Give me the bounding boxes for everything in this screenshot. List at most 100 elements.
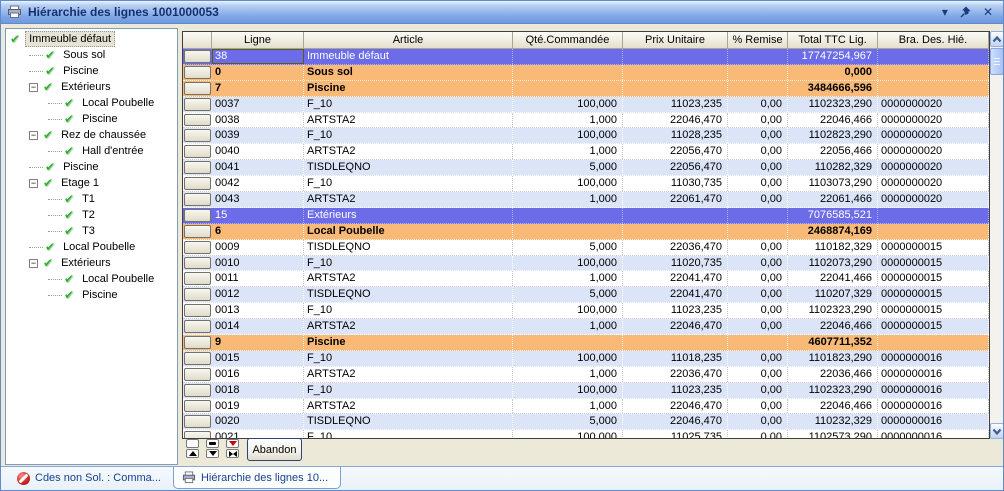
cell-qte[interactable]: 100,000 xyxy=(513,255,623,271)
column-header-total[interactable]: Total TTC Lig. xyxy=(788,32,878,49)
cell-qte[interactable]: 100,000 xyxy=(513,350,623,366)
cell-ligne[interactable]: 0021 xyxy=(212,430,304,438)
cell-qte[interactable]: 100,000 xyxy=(513,303,623,319)
cell-prix[interactable] xyxy=(623,64,728,80)
cell-article[interactable]: TISDLEQNO xyxy=(304,239,513,255)
cell-total[interactable]: 1102323,290 xyxy=(788,303,878,319)
cell-article[interactable]: F_10 xyxy=(304,128,513,144)
row-selector-button[interactable] xyxy=(183,414,212,429)
cell-qte[interactable]: 1,000 xyxy=(513,366,623,382)
row-selector-button[interactable] xyxy=(183,49,212,64)
cell-article[interactable]: F_10 xyxy=(304,430,513,438)
chevron-down-icon[interactable]: ▾ xyxy=(941,5,948,19)
row-selector-button[interactable] xyxy=(183,144,212,159)
cell-qte[interactable] xyxy=(513,223,623,239)
collapse-expander-icon[interactable]: − xyxy=(29,129,38,140)
cell-total[interactable]: 3484666,596 xyxy=(788,80,878,96)
cell-qte[interactable]: 1,000 xyxy=(513,271,623,287)
cell-bra[interactable]: 0000000020 xyxy=(878,176,989,192)
cell-bra[interactable]: 0000000016 xyxy=(878,398,989,414)
cell-qte[interactable]: 100,000 xyxy=(513,96,623,112)
tree-item-etage-1[interactable]: − ✔ Etage 1 xyxy=(6,175,177,191)
column-header-remise[interactable]: % Remise xyxy=(728,32,788,49)
nav-button-up[interactable] xyxy=(186,449,199,458)
column-header-prix[interactable]: Prix Unitaire xyxy=(623,32,728,49)
nav-button-red-down[interactable] xyxy=(226,439,239,448)
row-selector-button[interactable] xyxy=(183,430,212,438)
column-header-bra[interactable]: Bra. Des. Hié. xyxy=(878,32,989,49)
cell-ligne[interactable]: 0019 xyxy=(212,398,304,414)
cell-ligne[interactable]: 0011 xyxy=(212,271,304,287)
cell-qte[interactable]: 100,000 xyxy=(513,176,623,192)
cell-remise[interactable]: 0,00 xyxy=(728,271,788,287)
row-selector-button[interactable] xyxy=(183,383,212,398)
cell-remise[interactable]: 0,00 xyxy=(728,144,788,160)
cell-total[interactable]: 7076585,521 xyxy=(788,207,878,223)
cell-article[interactable]: TISDLEQNO xyxy=(304,287,513,303)
cell-bra[interactable] xyxy=(878,80,989,96)
tree-item-immeuble-d-faut[interactable]: ✔ Immeuble défaut xyxy=(6,31,177,47)
cell-prix[interactable]: 11030,735 xyxy=(623,176,728,192)
row-selector-button[interactable] xyxy=(183,240,212,255)
row-selector-button[interactable] xyxy=(183,97,212,112)
cell-total[interactable]: 110282,329 xyxy=(788,160,878,176)
nav-button-blank[interactable] xyxy=(186,439,199,448)
abandon-button[interactable]: Abandon xyxy=(247,438,302,461)
cell-bra[interactable]: 0000000015 xyxy=(878,239,989,255)
scroll-up-button[interactable] xyxy=(990,31,1003,47)
close-icon[interactable]: ✕ xyxy=(982,5,993,19)
cell-bra[interactable]: 0000000020 xyxy=(878,96,989,112)
cell-article[interactable]: TISDLEQNO xyxy=(304,160,513,176)
cell-bra[interactable]: 0000000020 xyxy=(878,192,989,207)
cell-remise[interactable]: 0,00 xyxy=(728,128,788,144)
cell-bra[interactable]: 0000000020 xyxy=(878,144,989,160)
cell-qte[interactable]: 1,000 xyxy=(513,398,623,414)
cell-article[interactable]: ARTSTA2 xyxy=(304,366,513,382)
cell-article[interactable]: F_10 xyxy=(304,303,513,319)
tree-item-local-poubelle[interactable]: ✔ Local Poubelle xyxy=(6,271,177,287)
row-selector-button[interactable] xyxy=(183,319,212,334)
cell-remise[interactable]: 0,00 xyxy=(728,366,788,382)
cell-qte[interactable] xyxy=(513,335,623,350)
tab-hierarchie-des-lignes[interactable]: Hiérarchie des lignes 10... xyxy=(172,467,342,489)
cell-prix[interactable]: 11028,235 xyxy=(623,128,728,144)
cell-remise[interactable]: 0,00 xyxy=(728,192,788,207)
pin-icon[interactable] xyxy=(960,6,971,18)
cell-bra[interactable]: 0000000015 xyxy=(878,271,989,287)
cell-article[interactable]: Sous sol xyxy=(304,64,513,80)
cell-remise[interactable] xyxy=(728,49,788,64)
tree-item-piscine[interactable]: ✔ Piscine xyxy=(6,287,177,303)
cell-ligne[interactable]: 0009 xyxy=(212,239,304,255)
vertical-scrollbar[interactable] xyxy=(990,31,1003,439)
cell-bra[interactable] xyxy=(878,49,989,64)
cell-qte[interactable] xyxy=(513,49,623,64)
column-header-qte[interactable]: Qté.Commandée xyxy=(513,32,623,49)
cell-remise[interactable]: 0,00 xyxy=(728,112,788,128)
cell-total[interactable]: 1103073,290 xyxy=(788,176,878,192)
column-header-ligne[interactable]: Ligne xyxy=(212,32,304,49)
cell-article[interactable]: ARTSTA2 xyxy=(304,398,513,414)
cell-total[interactable]: 110207,329 xyxy=(788,287,878,303)
cell-remise[interactable]: 0,00 xyxy=(728,430,788,438)
row-selector-button[interactable] xyxy=(183,335,212,350)
cell-total[interactable]: 22056,466 xyxy=(788,144,878,160)
cell-qte[interactable]: 1,000 xyxy=(513,144,623,160)
cell-qte[interactable]: 5,000 xyxy=(513,160,623,176)
cell-total[interactable]: 1102323,290 xyxy=(788,382,878,398)
cell-prix[interactable] xyxy=(623,80,728,96)
cell-prix[interactable]: 22046,470 xyxy=(623,319,728,335)
cell-qte[interactable] xyxy=(513,207,623,223)
cell-ligne[interactable]: 0015 xyxy=(212,350,304,366)
cell-remise[interactable]: 0,00 xyxy=(728,287,788,303)
cell-remise[interactable]: 0,00 xyxy=(728,398,788,414)
nav-button-bar[interactable] xyxy=(206,439,219,448)
cell-ligne[interactable]: 0010 xyxy=(212,255,304,271)
row-selector-button[interactable] xyxy=(183,399,212,414)
tree-item-ext-rieurs[interactable]: − ✔ Extérieurs xyxy=(6,255,177,271)
cell-bra[interactable] xyxy=(878,64,989,80)
cell-prix[interactable]: 22041,470 xyxy=(623,271,728,287)
cell-total[interactable]: 1102323,290 xyxy=(788,96,878,112)
cell-qte[interactable] xyxy=(513,80,623,96)
cell-ligne[interactable]: 0020 xyxy=(212,414,304,430)
cell-remise[interactable]: 0,00 xyxy=(728,160,788,176)
